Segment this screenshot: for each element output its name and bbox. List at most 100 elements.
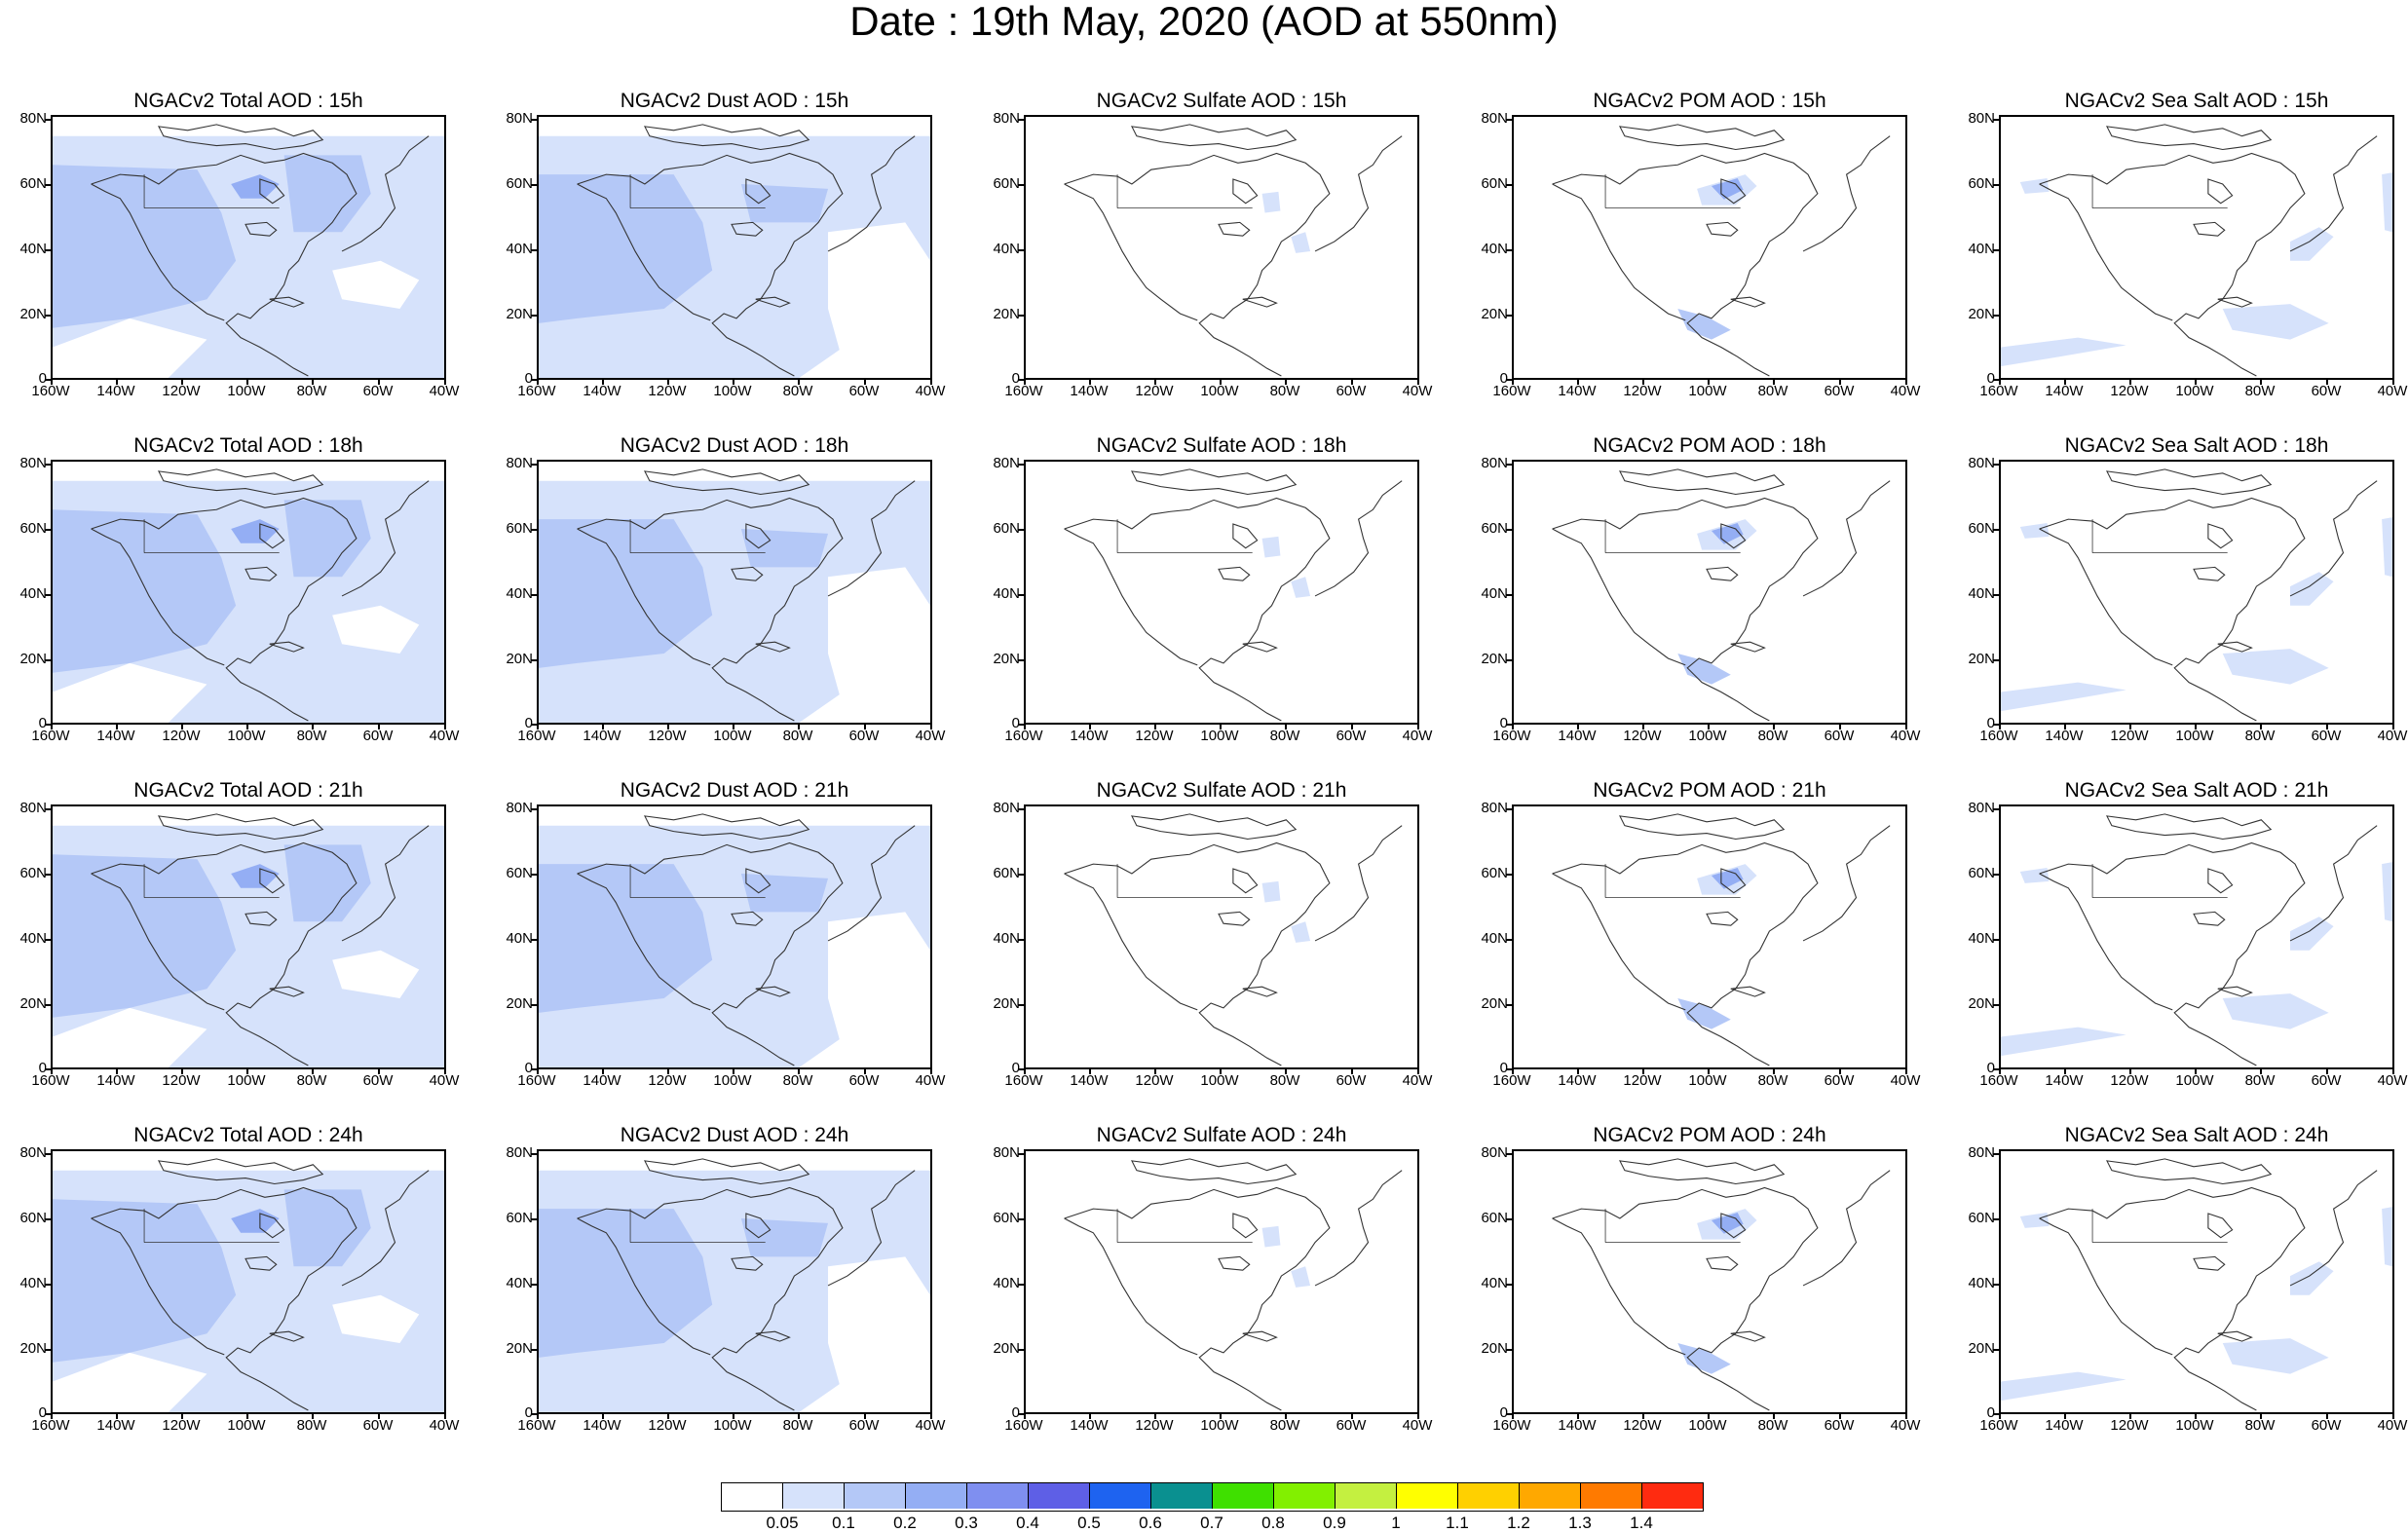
- coastline: [1552, 468, 1891, 722]
- lat-tick: [531, 1349, 537, 1351]
- aod-field-5: [332, 260, 420, 310]
- lat-tick: [1993, 379, 1999, 381]
- aod-field-3: [828, 567, 930, 723]
- lon-tick: [1999, 725, 2001, 729]
- lat-tick: [1018, 659, 1024, 661]
- lon-tick: [602, 1414, 604, 1419]
- lon-label: 60W: [848, 1417, 880, 1434]
- map-plot: [1999, 1149, 2394, 1414]
- aod-field-3: [231, 1209, 280, 1233]
- lon-label: 160W: [517, 383, 556, 399]
- lon-label: 120W: [2110, 1072, 2149, 1089]
- main-title: Date : 19th May, 2020 (AOD at 550nm): [849, 0, 1559, 44]
- lon-label: 60W: [1824, 383, 1855, 399]
- aod-field-2: [2382, 862, 2392, 922]
- lat-tick: [1993, 1218, 1999, 1220]
- lon-tick: [1220, 1069, 1222, 1074]
- lat-label: 80N: [993, 1144, 1020, 1161]
- lat-label: 40N: [1481, 930, 1508, 947]
- lat-tick: [1018, 1284, 1024, 1286]
- lon-label: 80W: [782, 1072, 813, 1089]
- lat-label: 40N: [1481, 585, 1508, 602]
- lon-label: 80W: [1269, 1072, 1300, 1089]
- colorbar-label: 0.9: [1323, 1514, 1346, 1532]
- lat-tick: [1506, 1004, 1512, 1006]
- lat-tick: [1506, 874, 1512, 876]
- lon-label: 60W: [1336, 728, 1367, 744]
- lon-label: 80W: [2244, 1072, 2276, 1089]
- lat-label: 80N: [993, 455, 1020, 471]
- aod-field-4: [53, 1352, 207, 1412]
- map-panel-total-15h: NGACv2 Total AOD : 15h 80N 60N 40N 20N 0 160W 1…: [4, 90, 459, 411]
- lat-label: 40N: [1968, 585, 1995, 602]
- lat-label: 40N: [506, 930, 533, 947]
- panel-title: NGACv2 Dust AOD : 24h: [620, 1124, 849, 1146]
- lon-label: 160W: [517, 1072, 556, 1089]
- panel-title: NGACv2 POM AOD : 15h: [1593, 90, 1826, 112]
- lon-label: 80W: [1757, 1072, 1788, 1089]
- lon-label: 120W: [2110, 1417, 2149, 1434]
- panel-title: NGACv2 Total AOD : 18h: [133, 434, 363, 457]
- aod-field-2: [283, 155, 371, 233]
- lat-tick: [1993, 1284, 1999, 1286]
- lon-label: 40W: [915, 728, 946, 744]
- lat-label: 60N: [19, 1210, 47, 1226]
- lon-tick: [1351, 725, 1353, 729]
- panel-title: NGACv2 Total AOD : 15h: [133, 90, 363, 112]
- lon-tick: [1351, 380, 1353, 385]
- lon-label: 160W: [31, 1072, 70, 1089]
- aod-field-4: [53, 1007, 207, 1067]
- lat-label: 20N: [993, 651, 1020, 667]
- panel-title: NGACv2 Sulfate AOD : 21h: [1096, 779, 1347, 802]
- aod-field-5: [332, 1294, 420, 1344]
- lon-label: 140W: [96, 1417, 135, 1434]
- map-plot: [1024, 115, 1419, 380]
- lat-label: 80N: [1481, 1144, 1508, 1161]
- lon-label: 100W: [713, 383, 752, 399]
- aod-field-0: [1261, 191, 1281, 213]
- aod-field-3: [2001, 1027, 2126, 1057]
- lon-label: 120W: [648, 728, 687, 744]
- lon-label: 80W: [296, 1072, 327, 1089]
- aod-field-1: [2290, 572, 2334, 606]
- colorbar-label: 0.8: [1261, 1514, 1285, 1532]
- lat-tick: [1506, 594, 1512, 596]
- lon-tick: [2129, 1414, 2131, 1419]
- map-panel-pom-24h: NGACv2 POM AOD : 24h 80N 60N 40N 20N 0 160W 140…: [1465, 1124, 1920, 1445]
- aod-field-3: [2001, 1371, 2126, 1402]
- lat-tick: [1506, 1284, 1512, 1286]
- lon-tick: [1999, 1414, 2001, 1419]
- lon-tick: [378, 725, 380, 729]
- lon-tick: [2064, 1069, 2066, 1074]
- lon-tick: [2392, 380, 2394, 385]
- coastline: [2039, 124, 2378, 377]
- lon-label: 60W: [848, 383, 880, 399]
- lat-tick: [1506, 1218, 1512, 1220]
- aod-field-1: [2290, 916, 2334, 951]
- aod-field-2: [1677, 654, 1731, 685]
- aod-field-1: [1291, 577, 1311, 598]
- lat-tick: [1018, 594, 1024, 596]
- lon-label: 100W: [2175, 1417, 2214, 1434]
- colorbar-label: 1.4: [1630, 1514, 1653, 1532]
- lon-tick: [246, 1069, 248, 1074]
- lat-tick: [531, 1004, 537, 1006]
- lat-tick: [1993, 1413, 1999, 1415]
- lat-label: 0: [1986, 715, 1995, 731]
- lat-tick: [1018, 464, 1024, 466]
- lat-tick: [45, 1004, 51, 1006]
- lat-tick: [45, 1068, 51, 1070]
- lat-tick: [1993, 874, 1999, 876]
- lat-label: 60N: [1481, 1210, 1508, 1226]
- lon-tick: [1154, 1069, 1156, 1074]
- lon-label: 160W: [1492, 383, 1531, 399]
- lat-label: 20N: [1968, 306, 1995, 322]
- lon-tick: [2260, 725, 2262, 729]
- colorbar-swatch-9: [1274, 1483, 1336, 1509]
- aod-field-1: [1291, 232, 1311, 253]
- colorbar: [721, 1482, 1704, 1512]
- map-plot: [537, 115, 932, 380]
- coastline: [1064, 813, 1403, 1066]
- lat-tick: [45, 1349, 51, 1351]
- lat-tick: [1018, 1004, 1024, 1006]
